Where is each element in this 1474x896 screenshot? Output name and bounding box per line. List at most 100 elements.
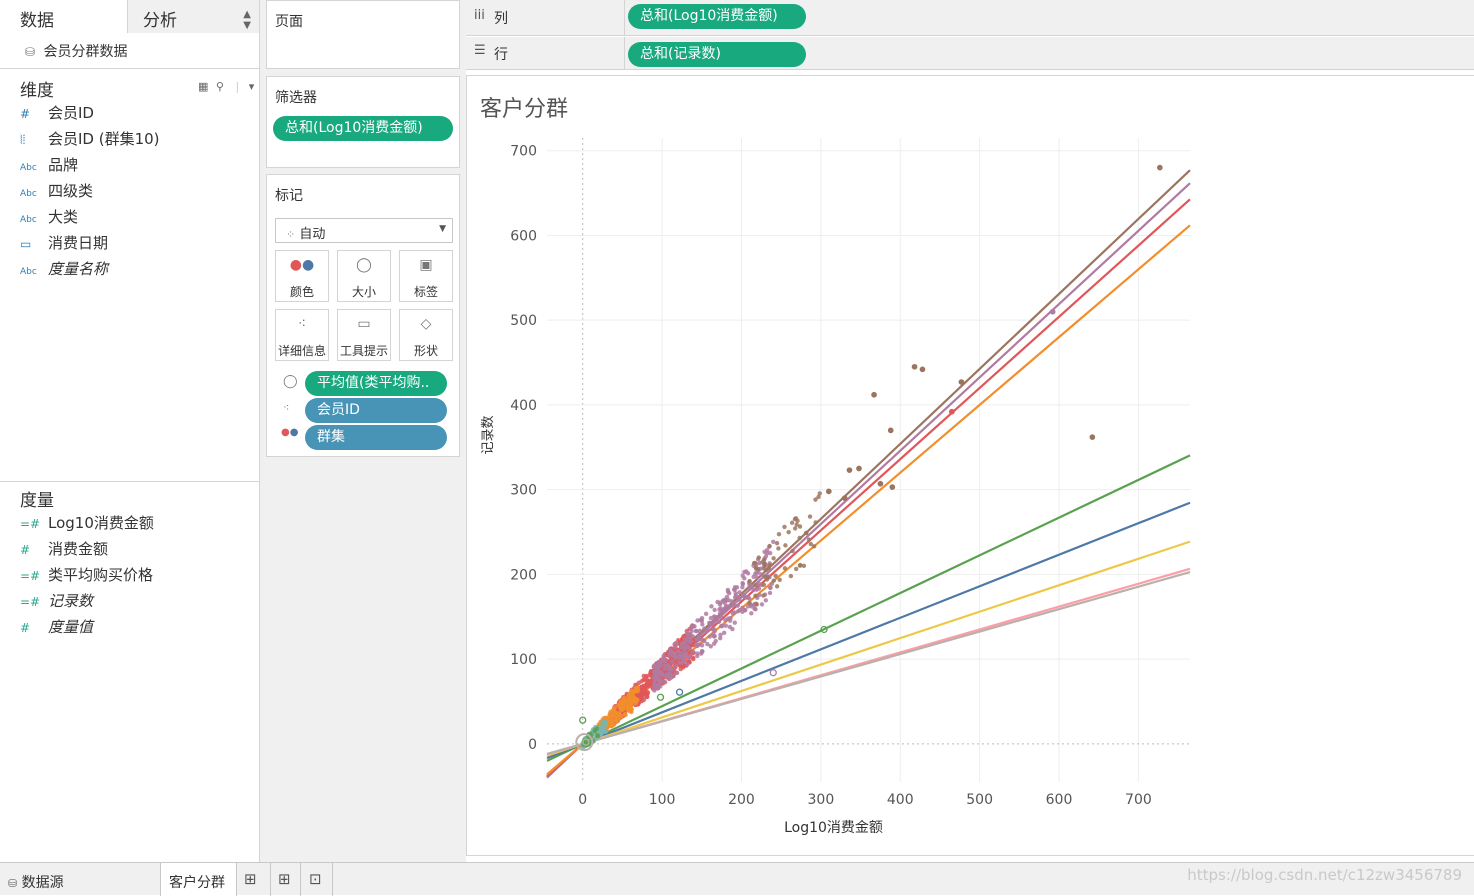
datasource-tab[interactable]: ⛁ 数据源 — [8, 863, 64, 896]
color-icon: ●● — [281, 427, 299, 438]
scatter-chart[interactable]: 0 100 200 300 400 500 600 700 0 100 200 300 400 500 60… — [470, 120, 1470, 850]
x-tick-label: 0 — [578, 792, 587, 808]
new-story-icon[interactable]: ⊡ — [309, 870, 322, 888]
dimension-field[interactable]: Abc 四级类 — [20, 180, 255, 206]
outlier-point — [958, 379, 965, 385]
color-button[interactable]: ●● 颜色 — [275, 250, 329, 302]
dimension-field[interactable]: # 会员ID — [20, 102, 255, 128]
marks-pill-detail[interactable]: 会员ID — [305, 398, 447, 423]
marks-pill-size[interactable]: 平均值(类平均购.. — [305, 371, 447, 396]
cluster-point — [740, 581, 746, 587]
detail-button[interactable]: ⁖ 详细信息 — [275, 309, 329, 361]
columns-shelf[interactable]: iii 列 总和(Log10消费金额) — [466, 0, 1474, 36]
sort-arrows-icon[interactable]: ▲ ▼ — [243, 9, 251, 31]
outlier-point — [841, 495, 848, 501]
dimension-field[interactable]: Abc 大类 — [20, 206, 255, 232]
divider — [624, 0, 625, 36]
dimensions-tools: ▦ ⚲ | ▾ — [198, 80, 255, 93]
number-type-icon: =# — [20, 517, 41, 531]
cluster-point — [682, 636, 688, 642]
cluster-point — [636, 692, 641, 697]
filters-card[interactable]: 筛选器 总和(Log10消费金额) — [266, 76, 460, 168]
cluster-point — [679, 660, 685, 665]
dimension-field[interactable]: Abc 度量名称 — [20, 258, 255, 284]
cluster-point — [621, 699, 627, 704]
chevron-down-icon[interactable]: ▾ — [248, 80, 255, 93]
rows-icon: ☰ — [474, 43, 486, 58]
text-type-icon: Abc — [20, 163, 37, 173]
size-button-label: 大小 — [351, 285, 376, 299]
cluster-point — [761, 593, 766, 598]
cluster-point — [718, 635, 723, 641]
tab-data[interactable]: 数据 — [0, 0, 127, 33]
cluster-point — [667, 652, 672, 658]
outlier-point — [919, 366, 926, 373]
mark-type-dropdown[interactable]: ⁘ 自动 ▼ — [275, 218, 453, 243]
datasource-item[interactable]: ⛁ 会员分群数据 — [0, 33, 259, 69]
cluster-point — [660, 656, 666, 662]
dimensions-list: # 会员ID ⦚⦙ 会员ID (群集10) Abc 品牌 Abc 四级类 Abc 大类 ▭ 消费日期 A… — [20, 102, 255, 284]
shape-button-label: 形状 — [413, 344, 438, 358]
detail-button-label: 详细信息 — [277, 344, 326, 358]
cluster-point — [794, 566, 799, 572]
measure-field[interactable]: =# 记录数 — [20, 590, 255, 616]
label-button[interactable]: ▣ 标签 — [399, 250, 453, 302]
cluster-point — [657, 681, 662, 687]
cluster-point — [617, 711, 622, 716]
marks-pill-color[interactable]: 群集 — [305, 425, 447, 450]
new-worksheet-icon[interactable]: ⊞ — [244, 870, 257, 888]
data-pane: 数据 分析 ▲ ▼ ⛁ 会员分群数据 维度 ▦ ⚲ | ▾ # 会员ID ⦚⦙ 会员ID… — [0, 0, 260, 862]
dimension-field[interactable]: ⦚⦙ 会员ID (群集10) — [20, 128, 255, 154]
cluster-point — [813, 497, 818, 502]
cluster-point — [771, 578, 776, 583]
cluster-point — [687, 631, 692, 637]
shape-button[interactable]: ◇ 形状 — [399, 309, 453, 361]
cluster-point — [717, 602, 723, 607]
cluster-point — [762, 562, 767, 568]
cluster-point — [725, 616, 731, 621]
sheet-tab[interactable]: 客户分群 — [160, 863, 237, 896]
tooltip-button[interactable]: ▭ 工具提示 — [337, 309, 391, 361]
cluster-point — [703, 611, 709, 617]
cluster-point — [721, 630, 727, 636]
cluster-point — [622, 695, 627, 701]
datasource-tab-label: 数据源 — [21, 875, 64, 891]
columns-pill[interactable]: 总和(Log10消费金额) — [628, 4, 806, 29]
cluster-point — [611, 709, 616, 715]
cluster-point — [794, 522, 799, 527]
measure-field[interactable]: =# 类平均购买价格 — [20, 564, 255, 590]
cluster-point — [641, 697, 647, 703]
filter-pill[interactable]: 总和(Log10消费金额) — [273, 116, 453, 141]
cluster-point — [687, 646, 692, 651]
tab-analytics[interactable]: 分析 ▲ ▼ — [127, 0, 259, 33]
rows-pill[interactable]: 总和(记录数) — [628, 42, 806, 67]
search-icon[interactable]: ⚲ — [215, 80, 224, 93]
dimension-field-label: 品牌 — [48, 156, 79, 174]
cluster-point — [709, 621, 714, 627]
measure-field[interactable]: # 度量值 — [20, 616, 255, 642]
outlier-point — [825, 488, 832, 495]
measure-field[interactable]: =# Log10消费金额 — [20, 512, 255, 538]
cluster-point — [715, 615, 721, 620]
rows-shelf[interactable]: ☰ 行 总和(记录数) — [466, 37, 1474, 70]
cluster-point — [613, 718, 619, 723]
size-button[interactable]: ◯ 大小 — [337, 250, 391, 302]
cluster-point — [641, 673, 646, 679]
detail-icon: ⁖ — [297, 316, 307, 332]
color-button-label: 颜色 — [289, 285, 314, 299]
new-dashboard-icon[interactable]: ⊞ — [278, 870, 291, 888]
dimension-field[interactable]: Abc 品牌 — [20, 154, 255, 180]
color-icon: ●● — [289, 257, 315, 273]
number-type-icon: # — [20, 543, 31, 557]
dimension-field[interactable]: ▭ 消费日期 — [20, 232, 255, 258]
columns-label: 列 — [494, 11, 508, 27]
measure-field[interactable]: # 消费金额 — [20, 538, 255, 564]
cluster-point — [801, 563, 807, 568]
view-list-icon[interactable]: ▦ — [198, 80, 209, 93]
cluster-point — [811, 544, 817, 549]
mark-type-value: 自动 — [299, 227, 326, 242]
measures-list: =# Log10消费金额 # 消费金额 =# 类平均购买价格 =# 记录数 # 度量值 — [20, 512, 255, 642]
cluster-point — [636, 680, 641, 686]
outlier-point — [1049, 308, 1056, 315]
datasource-name: 会员分群数据 — [43, 44, 128, 60]
